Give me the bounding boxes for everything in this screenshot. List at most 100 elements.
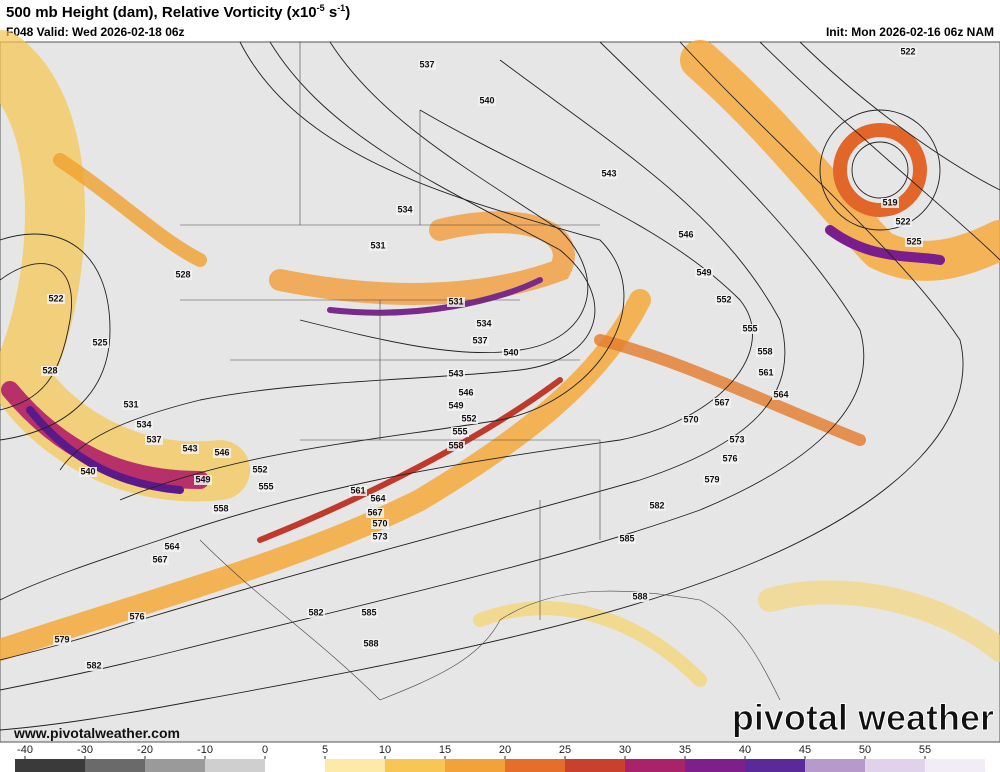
label-bg [371, 532, 389, 542]
contour-label: 567 [152, 554, 167, 564]
valid-time: F048 Valid: Wed 2026-02-18 06z [6, 25, 185, 39]
label-bg [47, 294, 65, 304]
contour-label: 564 [370, 493, 385, 503]
label-bg [369, 494, 387, 504]
colorbar-tick-label: 35 [679, 744, 691, 756]
label-bg [881, 198, 899, 208]
contour-label: 540 [479, 95, 494, 105]
label-bg [122, 400, 140, 410]
colorbar-tick-label: -30 [77, 744, 93, 756]
label-bg [418, 60, 436, 70]
colorbar-tick-label: 55 [919, 744, 931, 756]
colorbar-segment [745, 759, 805, 772]
colorbar-segment [265, 759, 325, 772]
contour-label: 531 [123, 399, 138, 409]
colorbar-tick-label: 0 [262, 744, 268, 756]
label-bg [478, 96, 496, 106]
label-bg [251, 465, 269, 475]
contour-label: 588 [363, 638, 378, 648]
title: 500 mb Height (dam), Relative Vorticity … [6, 3, 350, 21]
contour-label: 531 [448, 296, 463, 306]
contour-label: 585 [361, 607, 376, 617]
label-bg [756, 347, 774, 357]
colorbar-tick-label: 15 [439, 744, 451, 756]
contour-label: 573 [729, 434, 744, 444]
label-bg [502, 348, 520, 358]
colorbar-segment [325, 759, 385, 772]
contour-label: 546 [678, 229, 693, 239]
colorbar-segment [865, 759, 925, 772]
label-bg [447, 297, 465, 307]
contour-label: 555 [258, 481, 273, 491]
label-bg [181, 444, 199, 454]
label-bg [212, 504, 230, 514]
label-bg [618, 534, 636, 544]
map-background [0, 41, 1000, 743]
label-bg [905, 237, 923, 247]
label-bg [460, 414, 478, 424]
contour-label: 582 [308, 607, 323, 617]
contour-label: 534 [136, 419, 151, 429]
colorbar-tick-label: 40 [739, 744, 751, 756]
colorbar-tick-label: 25 [559, 744, 571, 756]
label-bg [135, 420, 153, 430]
label-bg [695, 268, 713, 278]
label-bg [41, 366, 59, 376]
label-bg [703, 475, 721, 485]
contour-label: 537 [146, 434, 161, 444]
label-bg [174, 270, 192, 280]
label-bg [631, 592, 649, 602]
label-bg [79, 467, 97, 477]
colorbar-segment [205, 759, 265, 772]
contour-label: 576 [722, 453, 737, 463]
label-bg [85, 661, 103, 671]
label-bg [128, 612, 146, 622]
contour-label: 549 [696, 267, 711, 277]
label-bg [728, 435, 746, 445]
contour-label: 582 [86, 660, 101, 670]
label-bg [457, 388, 475, 398]
colorbar-segment [145, 759, 205, 772]
contour-label: 576 [129, 611, 144, 621]
colorbar-tick-label: 45 [799, 744, 811, 756]
colorbar-tick-label: 20 [499, 744, 511, 756]
contour-label: 555 [452, 426, 467, 436]
contour-label: 549 [195, 474, 210, 484]
contour-label: 540 [80, 466, 95, 476]
vorticity-swaths [0, 30, 1000, 687]
height-contours [0, 41, 1000, 731]
contour-label: 531 [370, 240, 385, 250]
colorbar-segment [25, 759, 85, 772]
label-bg [362, 639, 380, 649]
label-bg [600, 169, 618, 179]
contour-label: 558 [448, 440, 463, 450]
contour-label: 528 [42, 365, 57, 375]
contour-label: 528 [175, 269, 190, 279]
colorbar-segment [445, 759, 505, 772]
colorbar-tick-label: 10 [379, 744, 391, 756]
colorbar-segment [565, 759, 625, 772]
contour-label: 522 [900, 46, 915, 56]
colorbar-tick-label: -20 [137, 744, 153, 756]
label-bg [307, 608, 325, 618]
contour-label: 522 [895, 216, 910, 226]
contour-label: 558 [213, 503, 228, 513]
label-bg [349, 486, 367, 496]
contour-label: 546 [458, 387, 473, 397]
label-bg [213, 448, 231, 458]
contour-label: 564 [773, 389, 788, 399]
label-bg [369, 241, 387, 251]
contour-label: 537 [419, 59, 434, 69]
contour-label: 549 [448, 400, 463, 410]
colorbar-tick-label: 50 [859, 744, 871, 756]
label-bg [682, 415, 700, 425]
label-bg [471, 336, 489, 346]
watermark: pivotal weather [732, 697, 994, 738]
label-bg [894, 217, 912, 227]
contour-label: 525 [906, 236, 921, 246]
label-bg [715, 295, 733, 305]
colorbar-segment [505, 759, 565, 772]
colorbar: -40 -30 -20 -10 0 5 10 15 20 25 30 35 40 45 50 55 [15, 744, 1000, 772]
label-bg [163, 542, 181, 552]
